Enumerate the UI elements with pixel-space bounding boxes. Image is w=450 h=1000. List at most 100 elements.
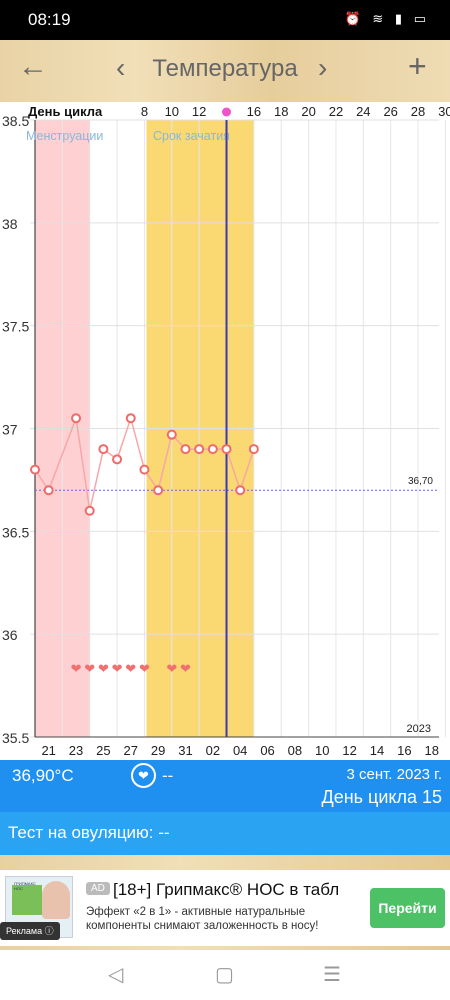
y-tick-label: 37 [2,422,18,438]
add-plus-icon[interactable]: + [408,48,427,84]
temperature-point [43,485,54,496]
app-bar: ← ‹ Температура › + [0,40,450,102]
bottom-tick-label: 21 [41,743,55,758]
top-tick-label: 20 [301,104,315,119]
signal-icon: ▮ [394,11,407,26]
top-tick-label: 16 [247,104,261,119]
status-icons: ⏰ ≋ ▮ ▭ [345,11,430,27]
top-tick-label: 18 [274,104,288,119]
ad-tag[interactable]: Реклама ⓘ [0,922,60,940]
top-tick-label: 28 [411,104,425,119]
back-arrow-icon[interactable]: ← [18,50,48,83]
battery-icon: ▭ [413,11,430,26]
top-tick-label: 24 [356,104,370,119]
temperature-point [166,429,177,440]
temperature-point [153,485,164,496]
info-bar[interactable]: 36,90°C ❤ -- 3 сент. 2023 г. День цикла … [0,760,450,812]
page-title: Температура [152,55,298,82]
y-tick-label: 35.5 [2,730,29,746]
y-tick-label: 36.5 [2,524,29,540]
today-marker-dot [222,107,232,117]
bottom-tick-label: 18 [424,743,438,758]
temperature-point [139,464,150,475]
top-tick-label: 10 [165,104,179,119]
top-tick-label: 30 [438,104,450,119]
temperature-line [34,415,255,511]
ad-text: Эффект «2 в 1» - активные натуральные ко… [86,906,319,932]
bottom-tick-label: 12 [342,743,356,758]
prev-chevron-icon[interactable]: ‹ [116,52,126,83]
cycle-day-label: День цикла [28,104,103,119]
temperature-point [207,444,218,455]
heart-marker: ❤ [180,662,191,677]
menstruation-label: Менструации [26,129,103,143]
temperature-point [248,444,259,455]
bottom-tick-label: 16 [397,743,411,758]
product-label: ГРИПМАКС НОС [14,881,36,891]
top-tick-label: 26 [383,104,397,119]
bottom-tick-label: 06 [260,743,274,758]
top-tick-label: 22 [329,104,343,119]
ovulation-test-text: Тест на овуляцию: -- [8,823,170,842]
wifi-icon: ≋ [372,11,388,26]
y-tick-label: 37.5 [2,319,29,335]
temperature-point [112,454,123,465]
ovulation-test-bar[interactable]: Тест на овуляцию: -- [0,812,450,855]
y-tick-label: 38.5 [2,113,29,129]
bottom-tick-label: 04 [233,743,247,758]
coverline-label: 36,70 [408,476,433,487]
y-tick-label: 36 [2,627,18,643]
ad-badge: AD [86,882,110,895]
temperature-chart[interactable]: 38.5 38 37.5 37 36.5 36 35.5 День цикла 8 10 12 16 1… [0,102,450,760]
system-nav-bar: ◁ ▢ ☰ [0,950,450,1000]
temperature-point [84,505,95,516]
temperature-point [71,413,82,424]
y-tick-label: 38 [2,216,18,232]
bottom-tick-label: 23 [69,743,83,758]
top-tick-label: 8 [141,104,148,119]
heart-marker: ❤ [84,662,95,677]
heart-icon[interactable]: ❤ [131,763,156,788]
temperature-point [221,444,232,455]
heart-marker: ❤ [139,662,150,677]
temperature-point [98,444,109,455]
nav-back-icon[interactable]: ◁ [108,964,124,986]
ad-headline[interactable]: [18+] Грипмакс® НОС в табл [113,880,340,899]
ad-cta-button[interactable]: Перейти [370,888,445,928]
bottom-tick-label: 10 [315,743,329,758]
heart-marker: ❤ [71,662,82,677]
status-bar: 08:19 ⏰ ≋ ▮ ▭ [0,0,450,40]
ad-banner[interactable]: ГРИПМАКС НОС Реклама ⓘ AD [18+] Грипмакс… [0,870,450,946]
heart-marker: ❤ [125,662,136,677]
nav-menu-icon[interactable]: ☰ [323,964,341,986]
alarm-icon: ⏰ [344,11,365,26]
cycle-day: День цикла 15 [321,787,443,807]
bottom-tick-label: 14 [370,743,384,758]
temperature-point [235,485,246,496]
heart-value: -- [162,766,174,785]
product-box [12,885,42,915]
bottom-tick-label: 27 [124,743,138,758]
next-chevron-icon[interactable]: › [318,52,328,83]
chart-svg[interactable]: 38.5 38 37.5 37 36.5 36 35.5 День цикла 8 10 12 16 1… [0,102,450,760]
person-image [42,881,70,919]
temperature-point [30,464,40,475]
bottom-tick-label: 02 [206,743,220,758]
bottom-tick-label: 29 [151,743,165,758]
top-tick-label: 12 [192,104,206,119]
heart-marker: ❤ [166,662,177,677]
status-time: 08:19 [28,10,71,29]
heart-marker: ❤ [112,662,123,677]
fertile-label: Срок зачатия [153,129,230,143]
nav-home-icon[interactable]: ▢ [215,964,234,986]
selected-date: 3 сент. 2023 г. [346,766,442,783]
bottom-tick-label: 08 [288,743,302,758]
bottom-tick-label: 25 [96,743,110,758]
temperature-point [194,444,205,455]
temperature-value: 36,90°C [12,766,74,785]
temperature-point [180,444,191,455]
temperature-point [125,413,136,424]
year-label: 2023 [407,723,431,735]
heart-marker: ❤ [98,662,109,677]
bottom-tick-label: 31 [178,743,192,758]
